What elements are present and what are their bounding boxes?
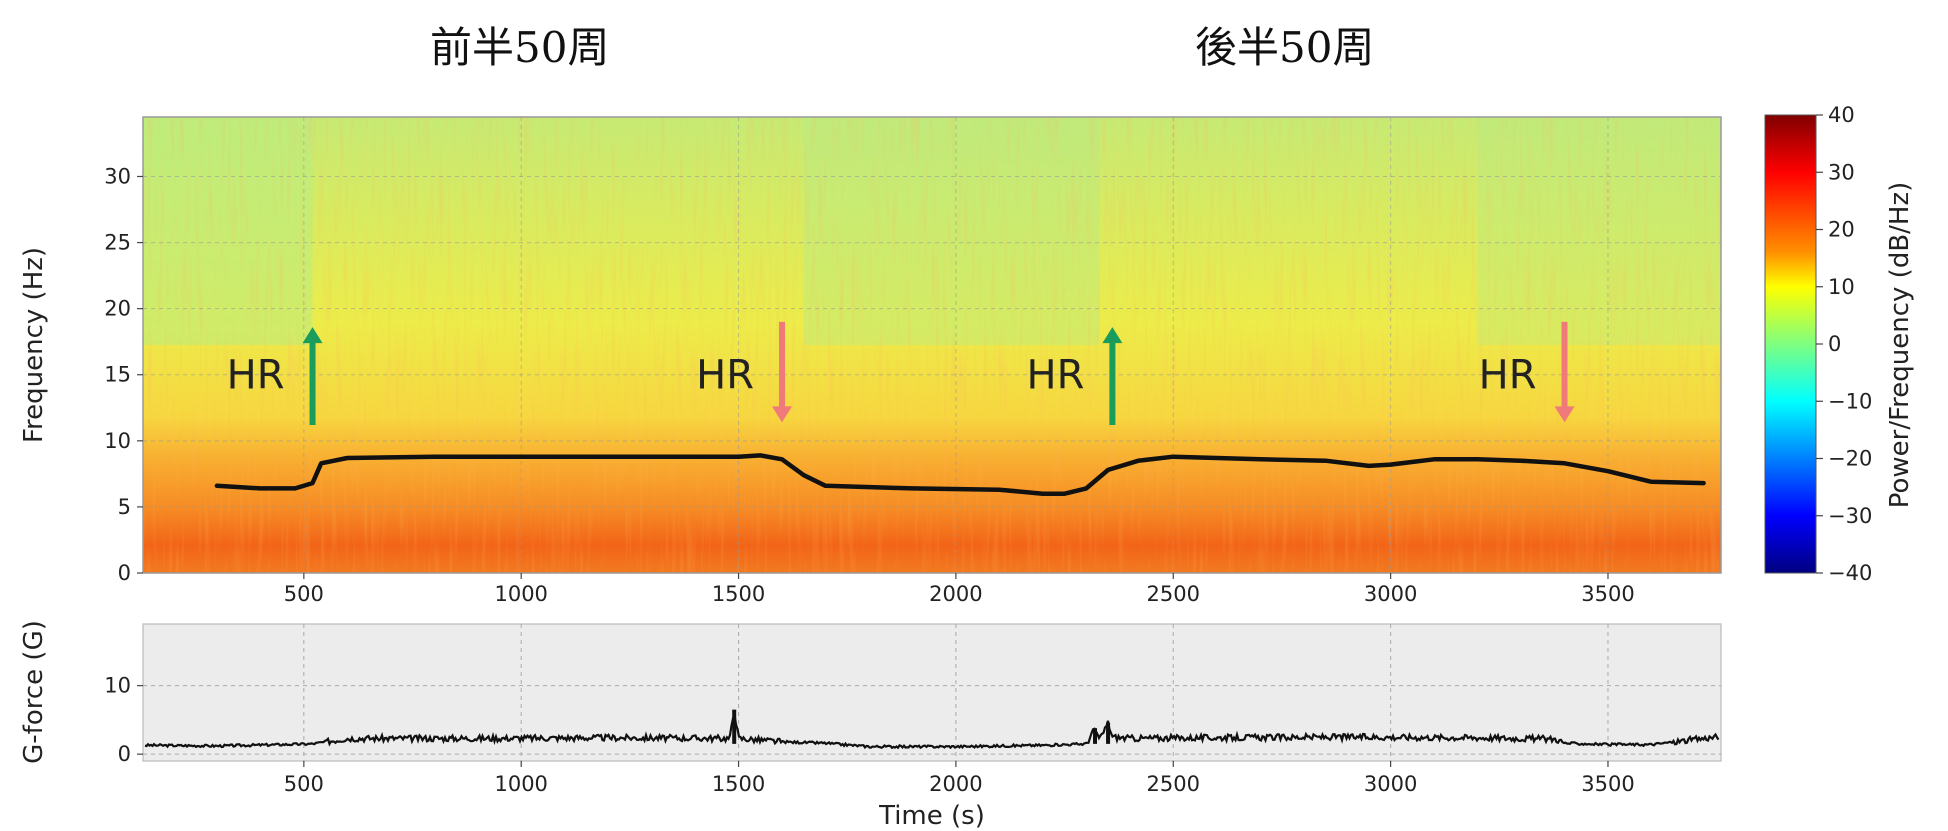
colorbar-tick: 10: [1828, 275, 1855, 299]
hr-label: HR: [1479, 353, 1537, 399]
spectrogram-x-tick: 3000: [1364, 582, 1417, 606]
colorbar-label: Power/Frequency (dB/Hz): [1885, 182, 1915, 509]
gforce-x-tick: 500: [284, 772, 324, 796]
first-half-title: 前半50周: [430, 23, 610, 72]
spectrogram-y-tick: 25: [104, 231, 131, 255]
colorbar-tick: 40: [1828, 103, 1855, 127]
colorbar-tick: −20: [1828, 447, 1872, 471]
frequency-trace: [214, 453, 1706, 496]
hr-arrowhead-up: [302, 327, 323, 344]
spectrogram-x-tick: 1000: [494, 582, 547, 606]
gforce-y-label: G-force (G): [19, 620, 49, 764]
spectrogram-y-tick: 10: [104, 429, 131, 453]
colorbar-tick: 0: [1828, 332, 1841, 356]
second-half-title: 後半50周: [1195, 23, 1375, 72]
gforce-y-tick: 0: [118, 742, 131, 766]
spectrogram-x-tick: 500: [284, 582, 324, 606]
spectrogram-y-tick: 20: [104, 297, 131, 321]
spectrogram-y-tick: 5: [118, 495, 131, 519]
colorbar: [1764, 114, 1817, 574]
gforce-x-tick: 3500: [1581, 772, 1634, 796]
frequency-trace-line: [214, 453, 1706, 496]
colorbar-ticks: 40 30 20 10 0 −10 −20 −30 −40: [1816, 103, 1872, 585]
spectrogram-x-tick: 2000: [929, 582, 982, 606]
spectrogram-grid: [143, 117, 1721, 574]
colorbar-tick: −40: [1828, 561, 1872, 585]
gforce-x-tick: 3000: [1364, 772, 1417, 796]
gforce-x-tick: 2000: [929, 772, 982, 796]
time-x-label: Time (s): [878, 801, 985, 831]
spectrogram-x-tick: 1500: [712, 582, 765, 606]
spectrogram-y-tick: 0: [118, 561, 131, 585]
colorbar-tick: −10: [1828, 389, 1872, 413]
spectrogram-y-tick: 30: [104, 164, 131, 188]
gforce-line: [144, 710, 1720, 750]
hr-label: HR: [1027, 353, 1085, 399]
gforce-trace: [144, 709, 1720, 750]
spectrogram-x-tick: 3500: [1581, 582, 1634, 606]
hr-annotations: HR HR HR HR: [227, 321, 1575, 425]
spectrogram-y-tick: 15: [104, 363, 131, 387]
hr-arrowhead-up: [1102, 327, 1123, 344]
gforce-x-tick: 1500: [712, 772, 765, 796]
colorbar-tick: 30: [1828, 160, 1855, 184]
spectrogram-frame: [142, 116, 1722, 574]
hr-label: HR: [696, 353, 754, 399]
gforce-x-tick: 2500: [1147, 772, 1200, 796]
spectrogram-ticks: 500 1000 1500 2000 2500 3000 3500 0 5 10 15 20 25 30: [104, 164, 1634, 606]
colorbar-tick: 20: [1828, 218, 1855, 242]
hr-arrowhead-down: [1554, 406, 1575, 423]
gforce-y-tick: 10: [104, 674, 131, 698]
spectrogram-y-label: Frequency (Hz): [19, 247, 49, 443]
gforce-ticks: 500 1000 1500 2000 2500 3000 3500 0 10: [104, 674, 1634, 796]
hr-label: HR: [227, 353, 285, 399]
colorbar-tick: −30: [1828, 504, 1872, 528]
spectrogram-heatmap: [143, 117, 1721, 573]
hr-arrowhead-down: [772, 406, 793, 423]
spectrogram-x-tick: 2500: [1147, 582, 1200, 606]
gforce-x-tick: 1000: [494, 772, 547, 796]
